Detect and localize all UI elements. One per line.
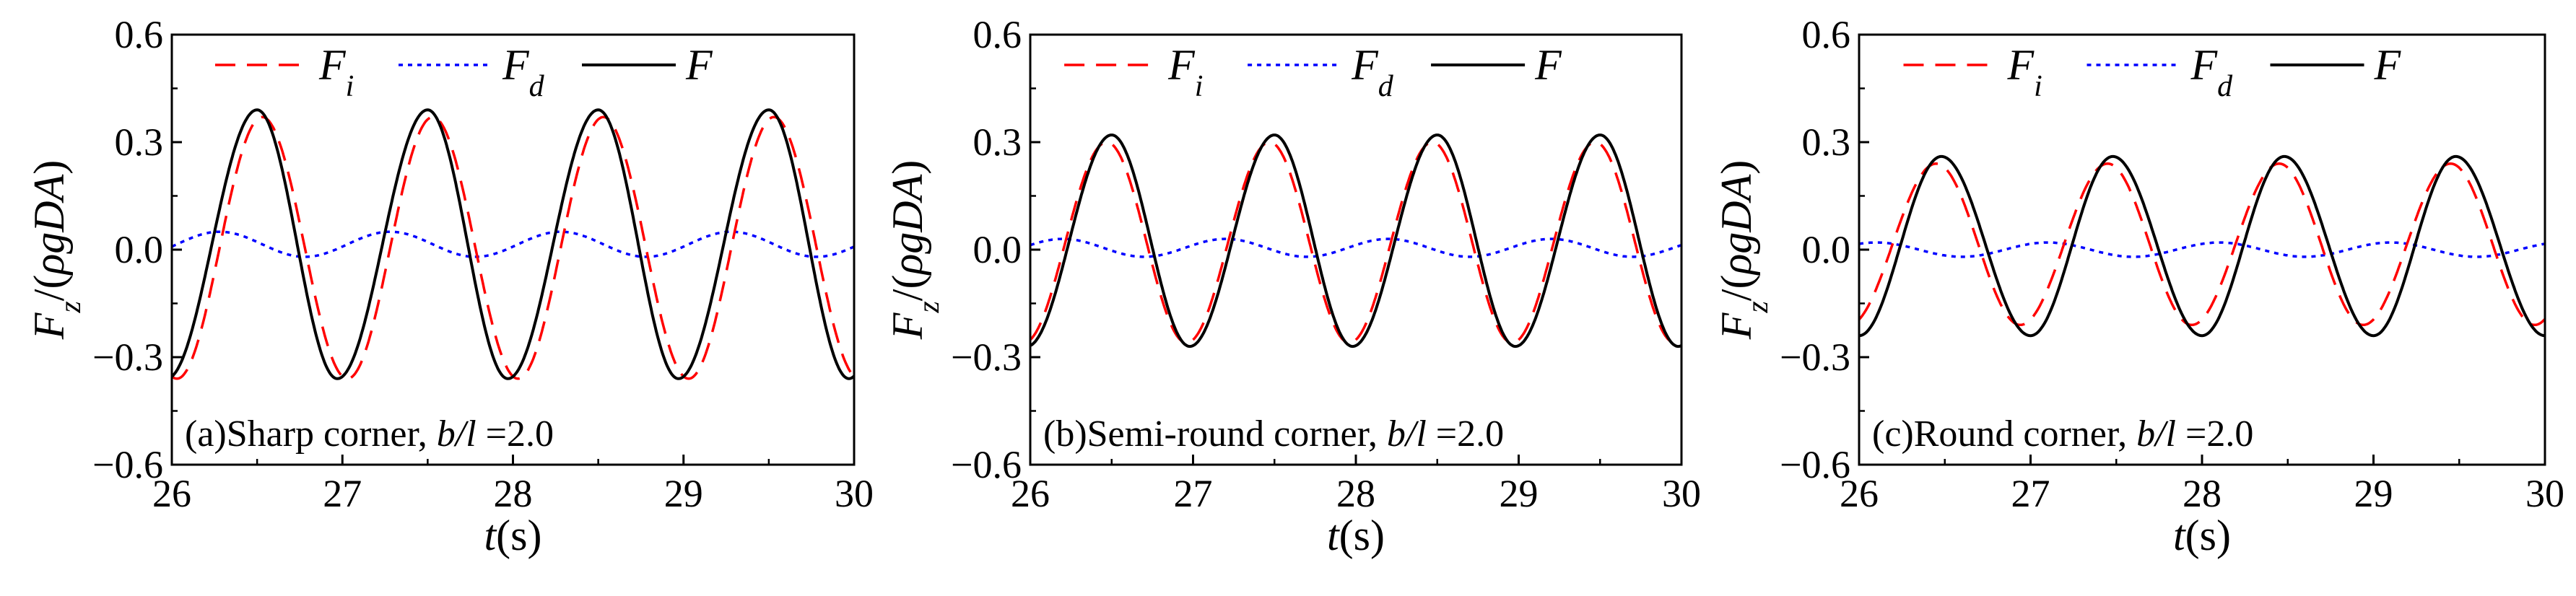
y-tick-label: 0.6 xyxy=(1802,13,1851,56)
y-tick-label: −0.3 xyxy=(92,336,163,379)
plot-frame xyxy=(170,33,856,466)
panel-label: (c)Round corner, b/l =2.0 xyxy=(1872,413,2253,455)
x-tick-label: 28 xyxy=(2183,472,2222,515)
series-line-f xyxy=(1859,154,2545,338)
y-axis-title: Fz/(ρgDA) xyxy=(884,160,946,340)
series-line-fd xyxy=(1859,241,2545,258)
x-tick-label: 29 xyxy=(1500,472,1539,515)
y-tick-label: 0.6 xyxy=(115,13,164,56)
x-tick-label: 27 xyxy=(1174,472,1213,515)
plot-frame xyxy=(1858,33,2546,466)
panel-3: −0.6 −0.3 0.0 0.3 0.6 26 27 28 29 30 t(s) Fz/(ρgDA)… xyxy=(1713,13,2564,559)
y-tick-label: −0.6 xyxy=(951,443,1022,486)
x-axis-title: t(s) xyxy=(2173,512,2231,559)
panel-label: (b)Semi-round corner, b/l =2.0 xyxy=(1043,413,1504,455)
legend-label-fd: Fd xyxy=(2190,41,2234,103)
y-tick-label: 0.3 xyxy=(973,120,1022,164)
legend-label-f: F xyxy=(2374,41,2402,89)
x-tick-label: 29 xyxy=(2354,472,2393,515)
series-line-fi xyxy=(1859,162,2545,327)
legend-label-fi: Fi xyxy=(2007,41,2042,103)
legend: Fi Fd F xyxy=(1064,41,1562,103)
series-line-f xyxy=(172,108,854,380)
y-tick-label: 0.0 xyxy=(973,228,1022,271)
y-tick-label: 0.3 xyxy=(1802,120,1851,164)
y-tick-label: 0.6 xyxy=(973,13,1022,56)
x-tick-label: 30 xyxy=(2525,472,2564,515)
legend-label-fd: Fd xyxy=(502,41,545,103)
y-tick-label: −0.6 xyxy=(92,443,163,486)
legend: Fi Fd F xyxy=(1903,41,2402,103)
x-axis-title: t(s) xyxy=(1327,512,1385,559)
x-tick-label: 26 xyxy=(152,472,191,515)
legend-label-f: F xyxy=(685,41,713,89)
panel-1: −0.6 −0.3 0.0 0.3 0.6 26 27 28 29 30 t(s) Fz/(ρgDA)… xyxy=(25,13,874,559)
legend: Fi Fd F xyxy=(215,41,713,103)
panel-label: (a)Sharp corner, b/l =2.0 xyxy=(185,413,554,455)
panel-2: −0.6 −0.3 0.0 0.3 0.6 26 27 28 29 30 t(s) Fz/(ρgDA)… xyxy=(884,13,1701,559)
series-line-f xyxy=(1030,133,1681,349)
plot-frame xyxy=(1029,33,1683,466)
x-tick-label: 30 xyxy=(1662,472,1701,515)
series-line-fi xyxy=(1030,141,1681,344)
y-tick-label: 0.3 xyxy=(115,120,164,164)
y-tick-label: 0.0 xyxy=(1802,228,1851,271)
y-tick-label: −0.3 xyxy=(951,336,1022,379)
x-tick-label: 28 xyxy=(1336,472,1375,515)
x-tick-label: 27 xyxy=(2011,472,2050,515)
x-tick-label: 26 xyxy=(1840,472,1879,515)
y-tick-label: −0.6 xyxy=(1780,443,1850,486)
x-tick-label: 27 xyxy=(323,472,362,515)
legend-label-f: F xyxy=(1534,41,1562,89)
legend-label-fi: Fi xyxy=(1167,41,1203,103)
y-axis-title: Fz/(ρgDA) xyxy=(1713,160,1775,340)
x-tick-label: 29 xyxy=(664,472,703,515)
y-axis-title: Fz/(ρgDA) xyxy=(25,160,87,340)
x-tick-label: 26 xyxy=(1011,472,1050,515)
x-tick-label: 30 xyxy=(835,472,874,515)
x-axis-title: t(s) xyxy=(484,512,542,559)
y-tick-label: −0.3 xyxy=(1780,336,1850,379)
x-tick-label: 28 xyxy=(494,472,533,515)
y-tick-label: 0.0 xyxy=(115,228,164,271)
legend-label-fd: Fd xyxy=(1351,41,1394,103)
series-line-fd xyxy=(172,230,854,258)
series-line-fd xyxy=(1030,237,1681,258)
legend-label-fi: Fi xyxy=(318,41,354,103)
